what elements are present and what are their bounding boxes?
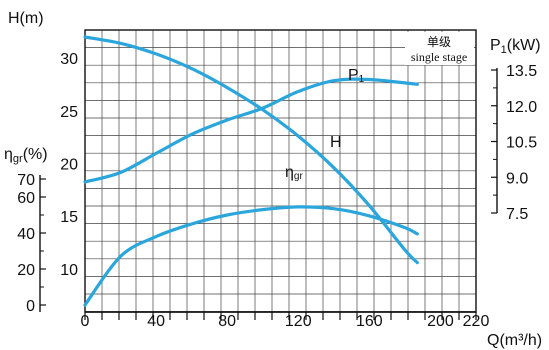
h-tick-label: 25 [60,104,78,121]
eta-tick-label: 60 [17,190,35,207]
x-axis-label: Q(m³/h) [487,332,542,349]
eta-curve-label: ηgr [285,164,303,182]
power-tick-label: 10.5 [506,135,537,152]
h-tick-label: 10 [60,262,78,279]
power-tick-label: 7.5 [506,206,528,223]
h-tick-label: 20 [60,157,78,174]
eta-tick-label: 0 [26,298,35,315]
x-tick-label: 80 [218,313,236,330]
p1-curve-label: P1 [348,67,365,85]
grid [85,30,476,312]
x-tick-label: 220 [463,313,490,330]
h-ticks: 30 25 20 15 10 [60,51,78,279]
power-tick-label: 9.0 [506,170,528,187]
series-layer [83,35,419,307]
h-curve [83,35,419,265]
power-tick-label: 13.5 [506,63,537,80]
eta-tick-label: 40 [17,226,35,243]
stage-note-zh: 单级 [427,35,451,49]
p1-curve [83,77,419,184]
x-tick-label: 200 [427,313,454,330]
power-tick-label: 12.0 [506,99,537,116]
power-ticks: 13.5 12.0 10.5 9.0 7.5 [491,63,537,223]
x-tick-label: 0 [81,313,90,330]
efficiency-curve [83,205,419,307]
stage-note-box [405,32,474,65]
eta-tick-label: 70 [17,172,35,189]
x-tick-label: 120 [285,313,312,330]
h-axis-label: H(m) [8,10,44,27]
eta-tick-label: 20 [17,262,35,279]
eta-axis-label: ηgr(%) [4,146,48,165]
x-tick-label: 40 [147,313,165,330]
x-tick-label: 160 [356,313,383,330]
h-tick-label: 30 [60,51,78,68]
stage-note-en: single stage [411,50,467,64]
h-tick-label: 15 [60,209,78,226]
power-axis-label: P1(kW) [490,37,541,56]
x-ticks: 0 40 80 120 160 200 220 [81,312,490,330]
h-curve-label: H [330,134,342,151]
